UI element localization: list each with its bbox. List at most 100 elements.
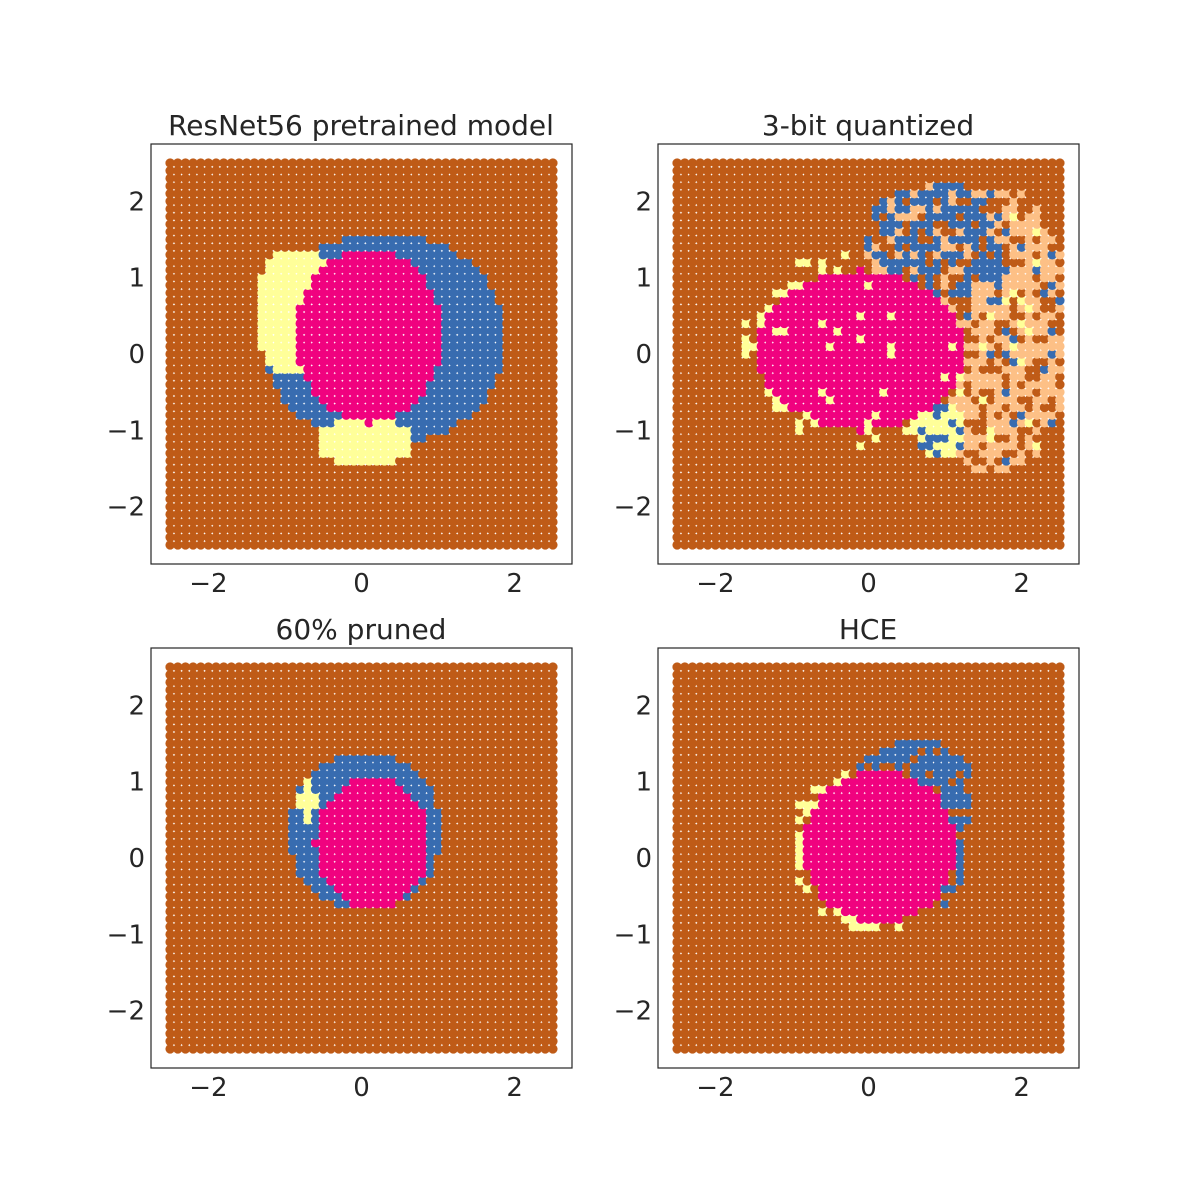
x-tick-label: −2: [189, 569, 227, 599]
scatter-point: [226, 509, 237, 520]
x-tick-label: 0: [353, 569, 370, 599]
scatter-point: [226, 227, 237, 237]
scatter-point: [234, 211, 244, 222]
scatter-point: [234, 166, 244, 176]
scatter-point: [226, 425, 237, 436]
scatter-point: [196, 196, 206, 207]
scatter-point: [165, 341, 175, 352]
scatter-point: [234, 326, 244, 336]
scatter-point: [165, 303, 175, 313]
scatter-point: [203, 479, 214, 489]
scatter-point: [173, 242, 183, 252]
scatter-point: [188, 463, 198, 474]
scatter-point: [218, 410, 229, 420]
scatter-point: [203, 364, 214, 374]
scatter-point: [226, 272, 237, 283]
scatter-point: [218, 440, 229, 451]
scatter-point: [165, 295, 175, 306]
scatter-point: [226, 364, 237, 374]
scatter-point: [211, 486, 221, 497]
scatter-point: [203, 242, 214, 252]
scatter-point: [203, 433, 214, 443]
scatter-point: [218, 372, 229, 382]
scatter-point: [218, 425, 229, 436]
scatter-point: [180, 211, 191, 222]
scatter-point: [234, 356, 244, 367]
scatter-point: [241, 486, 252, 497]
scatter-point: [234, 502, 244, 512]
scatter-point: [188, 448, 198, 458]
scatter-point: [196, 188, 206, 199]
scatter-point: [203, 349, 214, 359]
scatter-point: [211, 196, 221, 207]
scatter-point: [180, 509, 191, 520]
scatter-point: [241, 295, 252, 306]
scatter-point: [196, 532, 206, 543]
scatter-point: [203, 356, 214, 367]
scatter-point: [165, 440, 175, 451]
scatter-point: [173, 227, 183, 237]
scatter-point: [196, 288, 206, 298]
scatter-point: [241, 364, 252, 374]
scatter-point: [196, 372, 206, 382]
scatter-point: [173, 418, 183, 428]
scatter-point: [188, 356, 198, 367]
scatter-points: [165, 158, 558, 550]
scatter-point: [188, 219, 198, 229]
scatter-point: [234, 532, 244, 543]
scatter-point: [165, 364, 175, 374]
scatter-point: [188, 471, 198, 481]
scatter-point: [188, 234, 198, 245]
scatter-point: [211, 318, 221, 329]
scatter-point: [180, 540, 191, 550]
scatter-point: [218, 479, 229, 489]
scatter-point: [180, 418, 191, 428]
scatter-point: [188, 456, 198, 466]
scatter-point: [173, 181, 183, 191]
scatter-point: [211, 288, 221, 298]
scatter-point: [180, 486, 191, 497]
scatter-point: [241, 227, 252, 237]
scatter-point: [196, 204, 206, 214]
scatter-point: [226, 250, 237, 260]
x-tick-label: 2: [506, 569, 523, 599]
scatter-point: [203, 418, 214, 428]
scatter-point: [196, 425, 206, 436]
scatter-point: [180, 188, 191, 199]
scatter-point: [211, 173, 221, 184]
scatter-point: [165, 463, 175, 474]
scatter-point: [241, 532, 252, 543]
scatter-point: [211, 402, 221, 413]
scatter-point: [234, 440, 244, 451]
scatter-point: [196, 166, 206, 176]
scatter-point: [234, 387, 244, 397]
scatter-point: [226, 517, 237, 527]
scatter-point: [218, 318, 229, 329]
scatter-point: [226, 303, 237, 313]
scatter-point: [203, 402, 214, 413]
scatter-point: [173, 540, 183, 550]
scatter-point: [180, 433, 191, 443]
scatter-point: [173, 494, 183, 504]
scatter-point: [188, 402, 198, 413]
scatter-point: [218, 295, 229, 306]
scatter-point: [173, 196, 183, 207]
scatter-point: [196, 234, 206, 245]
scatter-point: [234, 257, 244, 268]
scatter-point: [218, 227, 229, 237]
scatter-point: [173, 410, 183, 420]
scatter-point: [241, 280, 252, 290]
scatter-point: [173, 211, 183, 222]
scatter-point: [226, 349, 237, 359]
scatter-point: [173, 280, 183, 290]
scatter-point: [173, 402, 183, 413]
scatter-point: [226, 372, 237, 382]
scatter-point: [173, 379, 183, 390]
scatter-point: [226, 257, 237, 268]
scatter-point: [234, 295, 244, 306]
scatter-point: [203, 410, 214, 420]
scatter-point: [211, 532, 221, 543]
scatter-point: [196, 257, 206, 268]
scatter-point: [234, 234, 244, 245]
scatter-point: [203, 425, 214, 436]
